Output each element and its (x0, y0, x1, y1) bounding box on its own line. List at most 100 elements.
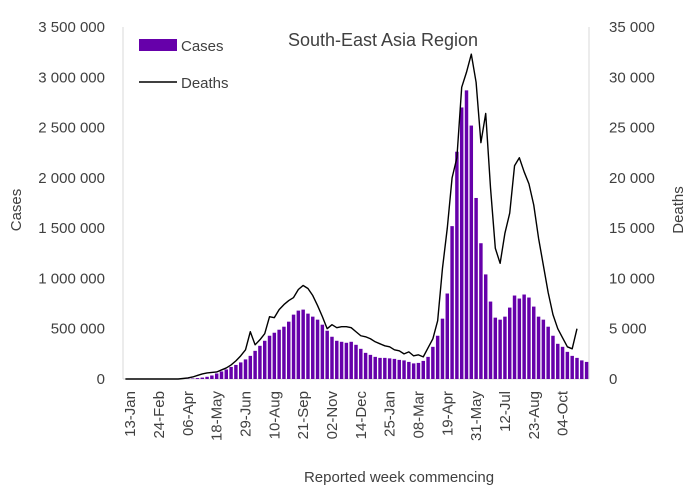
cases-bar (411, 363, 416, 379)
x-tick-label: 18-May (209, 391, 226, 442)
cases-bar (296, 310, 301, 379)
y-right-tick-label: 20 000 (609, 170, 655, 187)
cases-bar (258, 345, 262, 379)
cases-bar (224, 369, 229, 379)
chart-title: South-East Asia Region (288, 30, 478, 50)
cases-bar (195, 378, 200, 379)
cases-bar (248, 355, 253, 379)
cases-bar (243, 359, 248, 379)
cases-bar (368, 354, 373, 379)
cases-bar (541, 319, 546, 379)
y-left-ticks: 0 500 000 1 000 000 1 500 000 2 000 000 2 500… (38, 19, 105, 388)
cases-bar (363, 352, 368, 379)
cases-bar (551, 335, 555, 379)
cases-bar (387, 358, 392, 379)
cases-bar (330, 336, 334, 379)
cases-bar (282, 326, 286, 379)
cases-bar (474, 197, 478, 379)
y-right-tick-label: 5 000 (609, 321, 647, 338)
cases-bar (493, 317, 498, 379)
cases-bar (378, 357, 382, 379)
y-left-tick-label: 500 000 (51, 321, 105, 338)
x-tick-label: 21-Sep (295, 391, 312, 439)
y-left-tick-label: 3 500 000 (38, 19, 105, 36)
cases-bar (339, 341, 344, 379)
y-right-tick-label: 10 000 (609, 270, 655, 287)
deaths-line-group (125, 53, 578, 380)
x-tick-label: 13-Jan (122, 391, 139, 437)
cases-bar (373, 356, 377, 379)
cases-bar (479, 243, 483, 379)
cases-bar (527, 297, 531, 379)
x-tick-label: 10-Aug (266, 391, 283, 439)
cases-bar (575, 357, 579, 379)
y-left-tick-label: 2 000 000 (38, 170, 105, 187)
x-ticks: 13-Jan 24-Feb 06-Apr 18-May 29-Jun 10-Aug 21-S… (122, 390, 571, 441)
y-right-tick-label: 0 (609, 371, 617, 388)
cases-bar (262, 340, 267, 379)
cases-bar (440, 318, 445, 379)
cases-bars (181, 90, 589, 380)
cases-bar (190, 378, 195, 379)
x-tick-label: 08-Mar (410, 391, 427, 439)
cases-bar (210, 375, 214, 379)
cases-bar (383, 357, 387, 379)
legend: Cases Deaths (139, 38, 229, 92)
cases-bar (301, 309, 305, 379)
x-tick-label: 31-May (468, 391, 485, 442)
cases-bar (508, 307, 512, 379)
cases-bar (464, 90, 469, 380)
cases-bar (431, 346, 435, 379)
legend-deaths-label: Deaths (181, 75, 229, 92)
cases-bar (287, 321, 291, 379)
x-tick-label: 19-Apr (439, 391, 456, 436)
x-tick-label: 12-Jul (497, 391, 514, 432)
x-tick-label: 29-Jun (238, 391, 255, 437)
y-right-ticks: 0 5 000 10 000 15 000 20 000 25 000 30 000 35 0… (609, 19, 655, 388)
y-right-tick-label: 25 000 (609, 120, 655, 137)
cases-bar (512, 295, 517, 379)
cases-bar (435, 335, 440, 379)
cases-bar (311, 316, 315, 379)
cases-bar (238, 362, 243, 379)
cases-bar (325, 330, 329, 379)
cases-bar (459, 107, 464, 380)
cases-bar (522, 294, 526, 379)
x-tick-label: 23-Aug (526, 391, 543, 439)
cases-bar (546, 326, 550, 379)
cases-bar (214, 373, 219, 379)
legend-cases-label: Cases (181, 38, 224, 55)
cases-bar (344, 342, 349, 379)
cases-bar (267, 335, 272, 379)
cases-bar (397, 359, 401, 379)
cases-bar (234, 364, 238, 379)
cases-bar (455, 151, 459, 379)
cases-bar (354, 344, 358, 379)
cases-bar (565, 351, 570, 379)
cases-bar (253, 350, 257, 379)
cases-bar (556, 343, 560, 379)
cases-bar (219, 371, 224, 379)
x-axis-label: Reported week commencing (304, 469, 494, 486)
cases-bar (291, 314, 296, 379)
cases-bar (532, 306, 536, 379)
y-left-tick-label: 2 500 000 (38, 120, 105, 137)
cases-bar (277, 329, 281, 379)
legend-cases-swatch (139, 39, 177, 51)
x-tick-label: 14-Dec (353, 391, 370, 440)
cases-bar (483, 274, 488, 379)
x-tick-label: 02-Nov (324, 391, 341, 440)
cases-bar (407, 361, 411, 379)
cases-bar (315, 319, 320, 379)
x-tick-label: 25-Jan (382, 391, 399, 437)
cases-bar (488, 301, 493, 379)
y-right-tick-label: 35 000 (609, 19, 655, 36)
y-left-tick-label: 3 000 000 (38, 69, 105, 86)
cases-bar (272, 332, 277, 379)
y-left-tick-label: 1 500 000 (38, 220, 105, 237)
cases-bar (320, 324, 325, 379)
cases-bar (450, 226, 454, 379)
x-tick-label: 04-Oct (555, 390, 572, 436)
cases-bar (560, 346, 565, 379)
